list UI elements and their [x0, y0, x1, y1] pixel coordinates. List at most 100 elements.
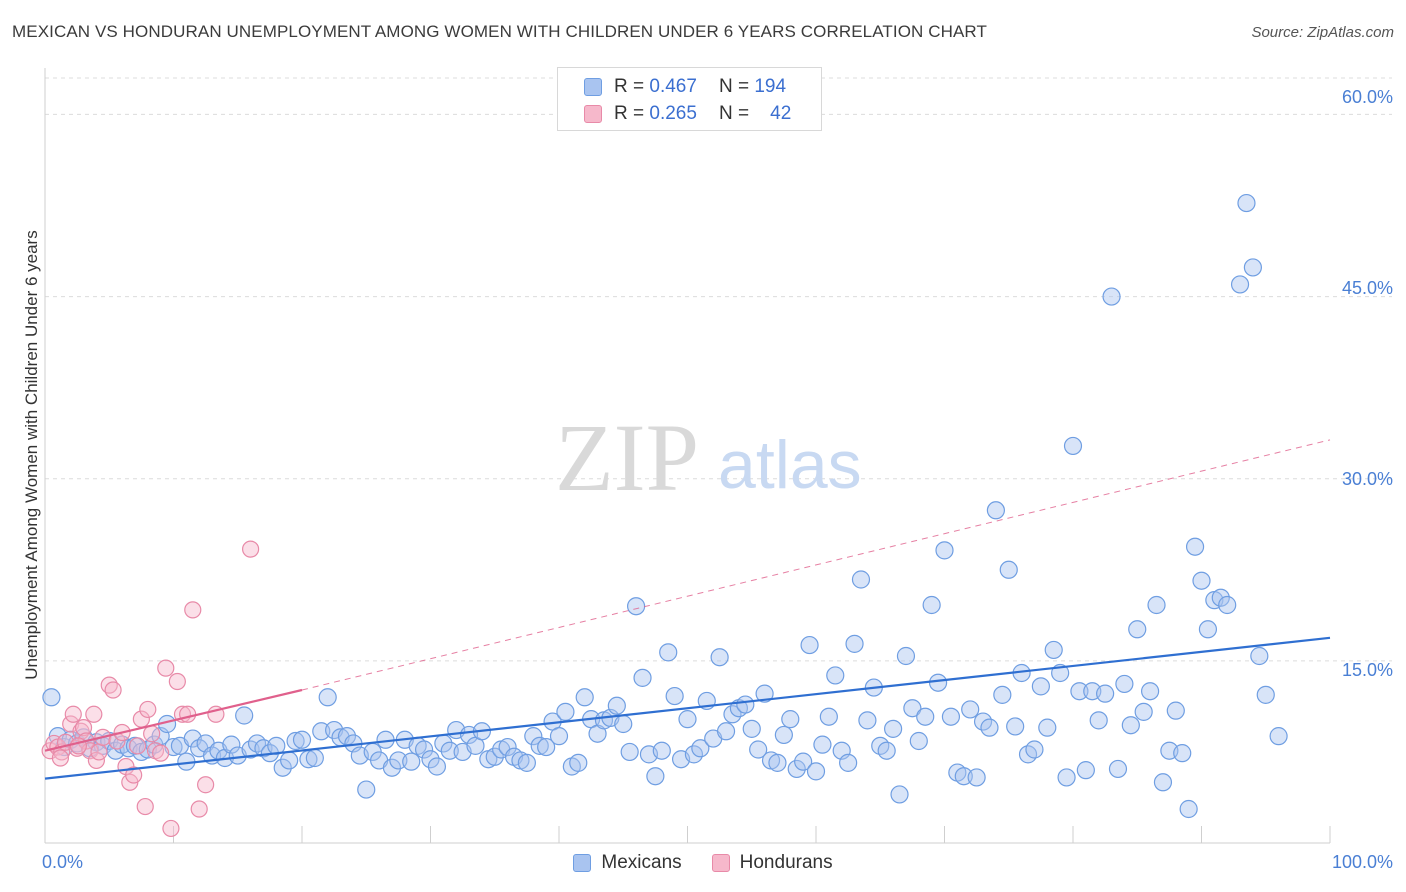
mexicans-point	[1147, 595, 1166, 615]
hondurans-trend-line	[44, 688, 303, 752]
mexicans-point	[1166, 701, 1185, 720]
hondurans-point	[152, 744, 170, 762]
mexicans-point	[986, 501, 1006, 520]
mexicans-point	[614, 714, 633, 734]
hondurans-point	[143, 725, 161, 743]
mexicans-point	[1185, 537, 1205, 556]
mexicans-point	[389, 751, 408, 770]
mexicans-point	[556, 702, 575, 721]
mexicans-point	[402, 752, 421, 771]
hondurans-point	[197, 776, 215, 794]
hondurans-point	[139, 700, 157, 719]
mexicans-point	[1089, 711, 1108, 730]
mexicans-point	[498, 737, 517, 757]
mexicans-point	[967, 768, 986, 787]
mexicans-point	[1230, 275, 1250, 294]
mexicans-point	[774, 725, 793, 745]
mexicans-point	[941, 707, 961, 726]
mexicans-point	[993, 685, 1012, 704]
mexicans-swatch	[584, 78, 602, 96]
mexicans-point	[896, 646, 916, 666]
mexicans-point	[427, 757, 447, 776]
mexicans-point	[1218, 595, 1237, 615]
mexicans-point	[755, 684, 774, 703]
mexicans-point	[575, 688, 594, 707]
series-legend: Mexicans Hondurans	[0, 852, 1406, 874]
mexicans-point	[517, 753, 536, 772]
hondurans-point	[136, 797, 154, 816]
hondurans-swatch	[584, 105, 602, 123]
mexicans-point	[691, 739, 710, 758]
mexicans-point	[280, 751, 299, 770]
mexicans-point	[903, 699, 922, 718]
hondurans-swatch	[711, 854, 730, 872]
mexicans-point	[1250, 646, 1269, 666]
mexicans-point	[1153, 773, 1173, 792]
hondurans-point	[125, 766, 143, 784]
mexicans-points	[42, 193, 1288, 819]
stats-legend: R = 0.467 N = 194 R = 0.265 N = 42	[557, 67, 822, 131]
hondurans-point	[51, 749, 70, 767]
mexicans-point	[1063, 436, 1083, 456]
watermark-atlas: atlas	[718, 427, 862, 503]
r-label: R =	[614, 76, 645, 97]
hondurans-point	[190, 800, 208, 818]
mexicans-point	[607, 696, 626, 715]
mexicans-point	[1211, 588, 1230, 607]
mexicans-point	[1031, 677, 1050, 696]
y-tick-label: 15.0%	[1341, 660, 1393, 680]
mexicans-point	[633, 668, 652, 687]
mexicans-point	[318, 688, 337, 707]
mexicans-point	[813, 735, 832, 754]
stats-row-hondurans: R = 0.265 N = 42	[584, 102, 791, 126]
hondurans-point	[74, 719, 93, 737]
legend-item-hondurans[interactable]: Hondurans	[711, 852, 833, 874]
mexicans-point	[652, 741, 671, 760]
mexicans-point	[530, 736, 549, 755]
mexicans-point	[716, 722, 736, 741]
mexicans-point	[1070, 682, 1089, 701]
hondurans-point	[242, 540, 260, 558]
mexicans-point	[883, 719, 903, 738]
source-label: Source: ZipAtlas.com	[1251, 24, 1394, 41]
mexicans-point	[646, 767, 665, 786]
mexicans-point	[736, 695, 755, 714]
mexicans-point	[1096, 684, 1115, 703]
y-tick-label: 60.0%	[1341, 87, 1393, 107]
mexicans-point	[659, 643, 678, 662]
hondurans-point	[157, 659, 175, 677]
legend-label: Mexicans	[601, 852, 682, 873]
mexicans-swatch	[573, 854, 592, 872]
mexicans-point	[1025, 740, 1044, 759]
mexicans-point	[1057, 768, 1076, 787]
axes	[44, 68, 1331, 844]
mexicans-point	[781, 710, 800, 729]
mexicans-point	[858, 711, 877, 730]
mexicans-point	[749, 740, 768, 759]
mexicans-point	[916, 707, 935, 726]
mexicans-point	[312, 722, 331, 741]
mexicans-point	[845, 634, 864, 653]
y-axis-label: Unemployment Among Women with Children U…	[22, 230, 41, 680]
mexicans-point	[1173, 744, 1192, 763]
mexicans-point	[1044, 640, 1063, 660]
mexicans-point	[382, 758, 402, 777]
mexicans-point	[665, 686, 684, 706]
hondurans-point	[179, 705, 197, 723]
hondurans-trend-extension	[301, 439, 1331, 691]
mexicans-point	[1121, 716, 1140, 735]
hondurans-point	[104, 681, 122, 699]
mexicans-point	[357, 780, 376, 799]
mexicans-point	[1102, 287, 1121, 306]
hondurans-point	[85, 705, 103, 723]
legend-item-mexicans[interactable]: Mexicans	[573, 852, 682, 874]
mexicans-point	[292, 730, 312, 749]
mexicans-point	[710, 648, 729, 667]
mexicans-point	[768, 753, 787, 772]
mexicans-point	[819, 707, 838, 726]
r-value: 0.265	[649, 103, 697, 124]
mexicans-point	[421, 750, 440, 769]
mexicans-point	[626, 597, 646, 616]
x-tick-label: 100.0%	[1331, 852, 1393, 872]
hondurans-point	[168, 672, 186, 691]
